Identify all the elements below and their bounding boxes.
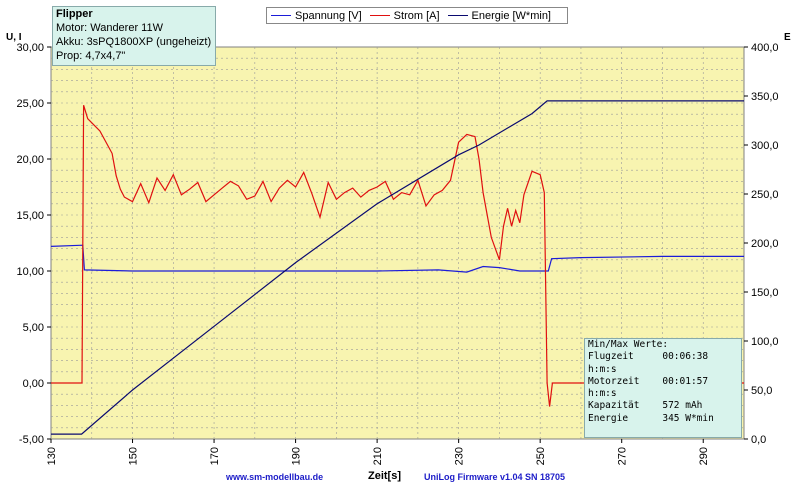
series-energie (51, 100, 744, 435)
series-spannung (50, 244, 744, 273)
y-right-tick-label: 0,0 (751, 434, 766, 446)
x-tick-label: 290 (698, 447, 710, 465)
info-prop: Prop: 4,7x4,7" (56, 50, 126, 62)
legend-label-spannung: Spannung [V] (295, 9, 362, 22)
y-left-tick-label: 25,00 (16, 98, 44, 110)
info-motor: Motor: Wanderer 11W (56, 22, 163, 34)
y-left-tick-label: 0,00 (23, 378, 44, 390)
y-right-tick-label: 400,0 (751, 42, 779, 54)
series-strom (51, 105, 744, 407)
y-right-tick-label: 250,0 (751, 189, 779, 201)
y-right-tick-label: 300,0 (751, 140, 779, 152)
legend-swatch-strom (369, 15, 390, 16)
minmax-flugzeit: Flugzeit 00:06:38 (588, 351, 709, 363)
x-tick-label: 150 (128, 447, 140, 465)
y-right-tick-label: 200,0 (751, 238, 779, 250)
legend-label-energie: Energie [W*min] (471, 9, 551, 22)
y-right-tick-label: 350,0 (751, 91, 779, 103)
x-tick-label: 230 (454, 447, 466, 465)
y-right-tick-label: 150,0 (751, 287, 779, 299)
legend-item-spannung: Spannung [V] (271, 10, 362, 22)
minmax-title: Min/Max Werte: (588, 339, 669, 350)
minmax-motorzeit-unit: h:m:s (588, 388, 617, 400)
y-left-tick-label: 30,00 (16, 42, 44, 54)
info-akku: Akku: 3sPQ1800XP (ungeheizt) (56, 36, 212, 48)
x-tick-label: 190 (291, 447, 303, 465)
y-right-tick-label: 50,0 (751, 385, 772, 397)
x-axis-label: Zeit[s] (368, 470, 401, 482)
series-lines (50, 100, 744, 435)
axis-ticks: -5,00 0,00 5,00 10,00 15,00 20,00 25,00 30,00 0,… (16, 42, 778, 465)
legend-label-strom: Strom [A] (393, 9, 440, 22)
x-tick-label: 130 (46, 447, 58, 465)
y-right-tick-label: 100,0 (751, 336, 779, 348)
y-axis-left-label: U, I (6, 32, 22, 43)
minmax-flugzeit-unit: h:m:s (588, 363, 617, 375)
minmax-kapazitaet: Kapazität 572 mAh (588, 400, 703, 412)
y-left-tick-label: 10,00 (16, 266, 44, 278)
x-tick-label: 250 (535, 447, 547, 465)
legend-item-energie: Energie [W*min] (447, 9, 551, 22)
x-tick-label: 210 (372, 447, 384, 465)
y-left-tick-label: 15,00 (16, 210, 44, 222)
minmax-motorzeit: Motorzeit 00:01:57 (588, 375, 709, 387)
legend-item-strom: Strom [A] (369, 9, 440, 22)
y-left-tick-label: 20,00 (16, 154, 44, 166)
y-axis-right-label: E (784, 32, 791, 43)
y-left-tick-label: 5,00 (23, 322, 44, 334)
legend-swatch-energie (447, 15, 468, 16)
info-box: Flipper Motor: Wanderer 11W Akku: 3sPQ18… (52, 6, 216, 66)
x-tick-label: 170 (209, 447, 221, 465)
info-title: Flipper (56, 8, 93, 20)
minmax-box: Min/Max Werte: Flugzeit 00:06:38 h:m:s Moto… (584, 338, 742, 438)
minmax-energie: Energie 345 W*min (588, 412, 714, 424)
x-tick-label: 270 (617, 447, 629, 465)
legend-swatch-spannung (271, 15, 291, 16)
legend: Spannung [V] Strom [A] Energie [W*min] (266, 7, 568, 24)
y-left-tick-label: -5,00 (19, 434, 44, 446)
footer-firmware: UniLog Firmware v1.04 SN 18705 (424, 472, 566, 482)
footer-website: www.sm-modellbau.de (226, 472, 324, 482)
